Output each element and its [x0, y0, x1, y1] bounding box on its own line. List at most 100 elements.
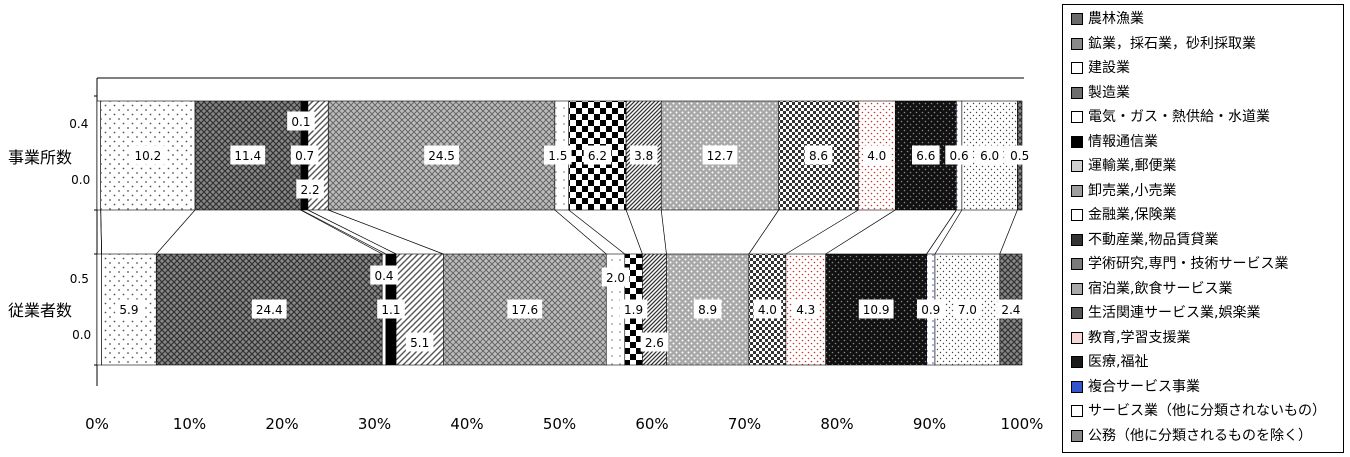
- data-label-bg: [130, 145, 166, 165]
- data-label: 4.0: [758, 303, 777, 317]
- data-label-bg: [424, 145, 459, 165]
- connector-line: [301, 209, 387, 255]
- data-label-bg: [975, 145, 1004, 165]
- data-label: 0.4: [374, 269, 393, 283]
- connector-line: [926, 209, 957, 255]
- legend-item: 運輸業,郵便業: [1071, 158, 1176, 174]
- connector-line: [554, 209, 607, 255]
- data-label-bg: [287, 111, 315, 131]
- legend-item: 金融業,保険業: [1071, 207, 1176, 223]
- x-tick-label: 80%: [820, 415, 853, 433]
- x-tick-label: 90%: [913, 415, 946, 433]
- connector-line: [155, 209, 196, 255]
- data-label-bg: [640, 332, 669, 352]
- data-label-bg: [65, 113, 93, 133]
- legend-item: 情報通信業: [1071, 134, 1158, 150]
- chart-legend: 農林漁業鉱業，採石業，砂利採取業 建設業製造業電気・ガス・熱供給・水道業情報通信業…: [1062, 4, 1344, 453]
- connector-line: [328, 209, 444, 255]
- legend-item: 宿泊業,飲食サービス業: [1071, 281, 1232, 297]
- legend-item: 生活関連サービス業,娯楽業: [1071, 305, 1260, 321]
- legend-label: 金融業,保険業: [1088, 207, 1177, 223]
- legend-label: 複合サービス事業: [1088, 378, 1200, 395]
- legend-swatch: [1071, 86, 1083, 99]
- legend-label: 宿泊業,飲食サービス業: [1088, 280, 1233, 297]
- data-label: 6.6: [916, 149, 935, 163]
- data-label: 3.8: [634, 149, 653, 163]
- connector-line: [568, 209, 625, 255]
- legend-label: 農林漁業: [1088, 11, 1144, 27]
- data-label-bg: [405, 332, 434, 352]
- legend-swatch: [1071, 62, 1083, 74]
- data-label: 4.0: [867, 149, 886, 163]
- data-label-bg: [370, 265, 398, 285]
- stacked-bar-chart: 0.4 0.5 0.0 0.0 10.2 5.9 11.4 24.4 0.1 0.4 0.7 1.1 2…: [8, 77, 1044, 433]
- connector-line: [307, 209, 397, 255]
- data-label-bg: [583, 145, 612, 165]
- data-label: 2.0: [606, 271, 625, 285]
- data-label-bg: [377, 299, 405, 319]
- x-tick-label: 20%: [265, 415, 298, 433]
- data-label: 8.6: [809, 149, 828, 163]
- legend-item: 電気・ガス・熱供給・水道業: [1071, 109, 1270, 125]
- legend-swatch: [1071, 160, 1083, 172]
- data-label-bg: [296, 179, 324, 199]
- legend-label: サービス業（他に分類されないもの）: [1088, 403, 1326, 419]
- data-label: 17.6: [511, 303, 538, 317]
- legend-item: サービス業（他に分類されないもの）: [1071, 403, 1326, 419]
- bar-segment: [96, 253, 102, 366]
- data-label-bg: [858, 299, 894, 319]
- data-label-bg: [290, 145, 319, 165]
- x-tick-label: 30%: [358, 415, 391, 433]
- data-label-bg: [629, 145, 658, 165]
- legend-label: 製造業: [1088, 84, 1130, 101]
- data-label: 0.5: [1010, 149, 1029, 163]
- data-label: 0.0: [72, 328, 91, 342]
- data-label-bg: [804, 145, 833, 165]
- legend-label: 卸売業,小売業: [1088, 182, 1177, 199]
- data-label-bg: [862, 145, 891, 165]
- legend-swatch: [1071, 331, 1083, 344]
- data-label-bg: [702, 145, 738, 165]
- legend-swatch: [1071, 37, 1083, 50]
- data-label-bg: [997, 299, 1025, 319]
- data-label: 5.1: [410, 336, 429, 350]
- connector-line: [934, 209, 963, 255]
- legend-item: 教育,学習支援業: [1071, 330, 1190, 346]
- legend-label: 建設業: [1088, 60, 1130, 76]
- connector-line: [825, 209, 896, 255]
- legend-label: 鉱業，採石業，砂利採取業: [1088, 35, 1256, 52]
- legend-label: 不動産業,物品賃貸業: [1088, 231, 1219, 248]
- connector-line: [300, 209, 383, 255]
- data-label: 6.2: [588, 149, 607, 163]
- data-label-bg: [66, 169, 95, 189]
- data-label: 8.9: [698, 303, 717, 317]
- legend-label: 電気・ガス・熱供給・水道業: [1088, 109, 1270, 125]
- legend-swatch: [1071, 282, 1083, 295]
- data-label-bg: [230, 145, 266, 165]
- connector-line: [625, 209, 643, 255]
- data-label: 0.1: [291, 115, 310, 129]
- legend-item: 不動産業,物品賃貸業: [1071, 232, 1218, 248]
- data-label: 0.7: [295, 149, 314, 163]
- data-label-bg: [619, 299, 648, 319]
- category-label: 事業所数: [8, 148, 72, 167]
- data-label: 7.0: [958, 303, 977, 317]
- legend-swatch: [1071, 429, 1083, 442]
- x-tick-label: 100%: [1001, 415, 1044, 433]
- legend-item: 学術研究,専門・技術サービス業: [1071, 256, 1288, 272]
- data-label-bg: [753, 299, 782, 319]
- legend-swatch: [1071, 258, 1083, 270]
- legend-swatch: [1071, 209, 1083, 221]
- data-label: 0.5: [70, 272, 89, 286]
- x-tick-label: 0%: [85, 415, 109, 433]
- connector-line: [785, 209, 859, 255]
- x-tick-label: 70%: [728, 415, 761, 433]
- legend-item: 鉱業，採石業，砂利採取業: [1071, 36, 1256, 52]
- x-tick-label: 50%: [543, 415, 576, 433]
- data-label-bg: [1005, 145, 1034, 165]
- legend-swatch: [1071, 233, 1083, 246]
- bar-segment: [96, 100, 102, 211]
- legend-label: 医療,福祉: [1088, 354, 1149, 370]
- legend-swatch: [1071, 111, 1083, 123]
- data-label-bg: [945, 145, 973, 165]
